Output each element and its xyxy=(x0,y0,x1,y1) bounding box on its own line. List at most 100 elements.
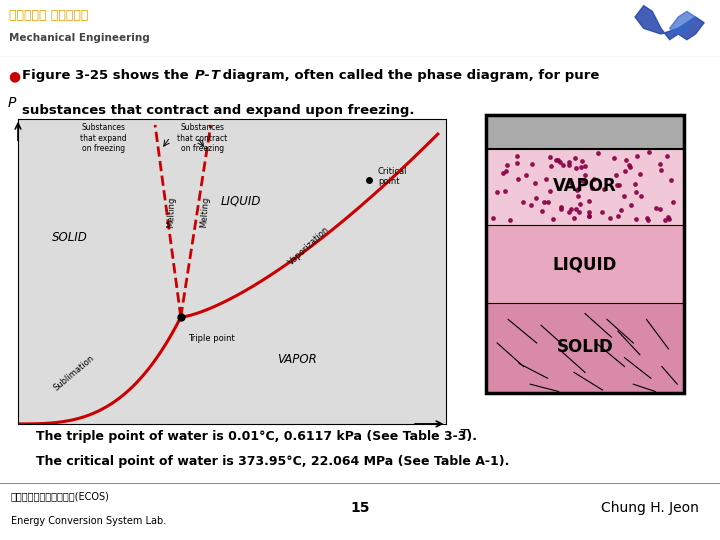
Point xyxy=(570,205,582,213)
Text: VAPOR: VAPOR xyxy=(553,177,617,195)
Point xyxy=(531,193,542,202)
Text: LIQUID: LIQUID xyxy=(220,194,261,207)
Text: Figure 3-25 shows the: Figure 3-25 shows the xyxy=(22,69,193,82)
Point xyxy=(518,197,529,206)
Point xyxy=(620,167,631,176)
Text: Triple point: Triple point xyxy=(189,334,235,343)
Text: SOLID: SOLID xyxy=(52,231,87,244)
Point xyxy=(635,192,647,200)
Point xyxy=(624,163,635,172)
Point xyxy=(526,160,538,168)
Point xyxy=(563,158,575,167)
Point xyxy=(584,212,595,221)
Text: T: T xyxy=(459,428,468,442)
Point xyxy=(572,185,584,193)
Text: T: T xyxy=(210,69,219,82)
Point xyxy=(568,214,580,222)
Point xyxy=(556,205,567,213)
Point xyxy=(529,179,541,188)
Text: Critical
point: Critical point xyxy=(378,167,408,186)
Polygon shape xyxy=(670,11,696,34)
Point xyxy=(499,187,510,195)
Point xyxy=(544,187,556,195)
Point xyxy=(624,160,635,169)
Point xyxy=(542,198,554,206)
Point xyxy=(521,171,532,179)
Point xyxy=(630,214,642,223)
Point xyxy=(580,161,591,170)
Point xyxy=(593,149,604,158)
Point xyxy=(659,216,670,225)
Point xyxy=(557,160,569,169)
Point xyxy=(536,206,548,215)
Point xyxy=(525,201,536,210)
Bar xyxy=(486,148,684,225)
Point xyxy=(654,159,666,168)
Point xyxy=(575,163,587,171)
Point xyxy=(644,148,655,157)
Text: P: P xyxy=(7,96,16,110)
Point xyxy=(588,174,600,183)
Text: -: - xyxy=(203,69,209,82)
Text: LIQUID: LIQUID xyxy=(553,255,617,273)
Bar xyxy=(486,115,684,148)
Point xyxy=(608,153,620,162)
Text: 에너지변환시스템연구실(ECOS): 에너지변환시스템연구실(ECOS) xyxy=(11,491,109,502)
Text: 부산대학교 기계공학부: 부산대학교 기계공학부 xyxy=(9,9,88,22)
Point xyxy=(626,200,637,209)
Point xyxy=(642,216,654,225)
Point xyxy=(616,206,627,215)
Point xyxy=(487,213,499,222)
Point xyxy=(618,192,629,200)
Point xyxy=(654,205,666,213)
Point xyxy=(579,171,590,180)
Point xyxy=(662,151,673,160)
Text: Substances
that expand
on freezing: Substances that expand on freezing xyxy=(81,123,127,153)
Point xyxy=(586,184,598,192)
Point xyxy=(642,214,653,223)
Text: SOLID: SOLID xyxy=(557,339,613,356)
Text: 15: 15 xyxy=(350,501,370,515)
Point xyxy=(545,161,557,170)
Point xyxy=(611,171,622,180)
Point xyxy=(577,177,589,185)
Point xyxy=(631,187,642,196)
Point xyxy=(577,157,588,165)
Point xyxy=(598,185,609,193)
Point xyxy=(552,156,564,165)
Point xyxy=(564,160,575,169)
Point xyxy=(566,205,577,214)
Point xyxy=(544,152,555,161)
Point xyxy=(583,197,595,206)
Point xyxy=(654,166,666,175)
Point xyxy=(612,212,624,220)
Point xyxy=(564,208,575,217)
Point xyxy=(540,175,552,184)
Text: Vaporization: Vaporization xyxy=(287,225,331,267)
Text: P: P xyxy=(195,69,204,82)
Text: Sublimation: Sublimation xyxy=(52,353,96,393)
Point xyxy=(665,176,677,184)
Point xyxy=(651,204,662,213)
Point xyxy=(667,198,679,206)
Point xyxy=(583,208,595,217)
Point xyxy=(504,216,516,225)
Point xyxy=(583,212,595,220)
Point xyxy=(501,161,513,170)
Text: The critical point of water is 373.95°C, 22.064 MPa (See Table A-1).: The critical point of water is 373.95°C,… xyxy=(36,455,509,468)
Point xyxy=(574,200,585,208)
Text: Substances
that contract
on freezing: Substances that contract on freezing xyxy=(177,123,228,153)
Point xyxy=(613,180,624,189)
Point xyxy=(634,170,645,179)
Point xyxy=(631,152,642,160)
Point xyxy=(565,179,577,187)
Bar xyxy=(486,303,684,393)
Text: Chung H. Jeon: Chung H. Jeon xyxy=(600,501,698,515)
Text: ●: ● xyxy=(8,69,20,83)
Point xyxy=(604,214,616,222)
Text: substances that contract and expand upon freezing.: substances that contract and expand upon… xyxy=(22,104,415,117)
Point xyxy=(550,156,562,165)
Point xyxy=(629,180,640,188)
Point xyxy=(573,207,585,216)
Text: VAPOR: VAPOR xyxy=(276,353,316,366)
